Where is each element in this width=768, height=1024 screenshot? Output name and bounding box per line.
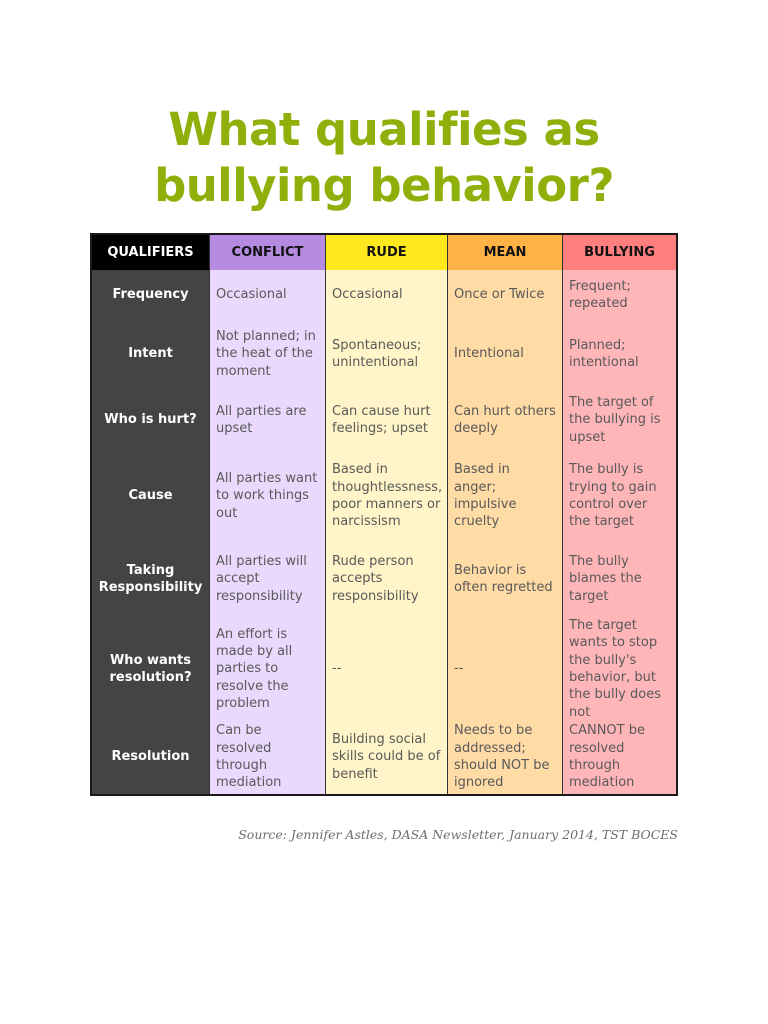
cell-mean-intent: Intentional [447, 320, 562, 388]
header-conflict: CONFLICT [209, 235, 325, 270]
row-label-cause: Cause [92, 452, 209, 540]
header-bullying: BULLYING [562, 235, 676, 270]
cell-mean-frequency: Once or Twice [447, 270, 562, 320]
row-label-resolution: Resolution [92, 720, 209, 794]
row-label-intent: Intent [92, 320, 209, 388]
row-label-who-is-hurt: Who is hurt? [92, 388, 209, 452]
cell-bullying-resolution: CANNOT be resolved through mediation [562, 720, 676, 794]
cell-conflict-intent: Not planned; in the heat of the moment [209, 320, 325, 388]
row-label-taking-responsibility: Taking Responsibility [92, 540, 209, 618]
cell-mean-who-is-hurt: Can hurt others deeply [447, 388, 562, 452]
cell-rude-resolution: Building social skills could be of benef… [325, 720, 447, 794]
cell-rude-cause: Based in thoughtlessness, poor manners o… [325, 452, 447, 540]
cell-conflict-frequency: Occasional [209, 270, 325, 320]
title-line-2: bullying behavior? [154, 159, 614, 212]
cell-bullying-taking-responsibility: The bully blames the target [562, 540, 676, 618]
header-mean: MEAN [447, 235, 562, 270]
header-qualifiers: QUALIFIERS [92, 235, 209, 270]
cell-bullying-who-is-hurt: The target of the bullying is upset [562, 388, 676, 452]
cell-rude-intent: Spontaneous; unintentional [325, 320, 447, 388]
cell-bullying-intent: Planned; intentional [562, 320, 676, 388]
cell-conflict-cause: All parties want to work things out [209, 452, 325, 540]
cell-conflict-taking-responsibility: All parties will accept responsibility [209, 540, 325, 618]
title-line-1: What qualifies as [168, 103, 600, 156]
row-label-who-wants-resolution: Who wants resolution? [92, 618, 209, 720]
cell-rude-who-wants-resolution: -- [325, 618, 447, 720]
cell-bullying-who-wants-resolution: The target wants to stop the bully's beh… [562, 618, 676, 720]
cell-mean-cause: Based in anger; impulsive cruelty [447, 452, 562, 540]
cell-mean-resolution: Needs to be addressed; should NOT be ign… [447, 720, 562, 794]
header-rude: RUDE [325, 235, 447, 270]
row-label-frequency: Frequency [92, 270, 209, 320]
source-citation: Source: Jennifer Astles, DASA Newsletter… [238, 827, 678, 842]
cell-mean-who-wants-resolution: -- [447, 618, 562, 720]
cell-rude-who-is-hurt: Can cause hurt feelings; upset [325, 388, 447, 452]
cell-conflict-who-wants-resolution: An effort is made by all parties to reso… [209, 618, 325, 720]
cell-bullying-frequency: Frequent; repeated [562, 270, 676, 320]
cell-rude-taking-responsibility: Rude person accepts responsibility [325, 540, 447, 618]
cell-conflict-who-is-hurt: All parties are upset [209, 388, 325, 452]
cell-mean-taking-responsibility: Behavior is often regretted [447, 540, 562, 618]
cell-bullying-cause: The bully is trying to gain control over… [562, 452, 676, 540]
cell-rude-frequency: Occasional [325, 270, 447, 320]
bullying-comparison-table: QUALIFIERS CONFLICT RUDE MEAN BULLYING F… [90, 233, 678, 796]
page-title: What qualifies as bullying behavior? [0, 102, 768, 214]
cell-conflict-resolution: Can be resolved through mediation [209, 720, 325, 794]
